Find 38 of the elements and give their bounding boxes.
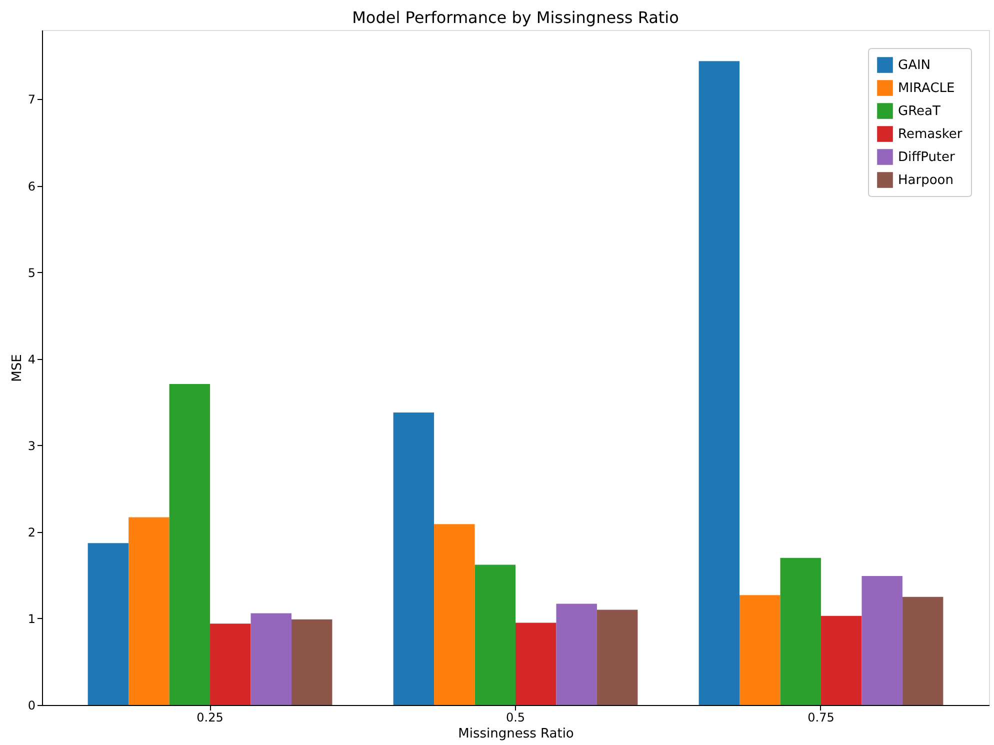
bar: [902, 596, 944, 705]
y-axis-title: MSE: [10, 354, 25, 382]
bar: [780, 558, 821, 705]
y-tick-label: 2: [28, 525, 36, 540]
bar: [596, 610, 638, 705]
x-tick-label: 0.75: [808, 710, 834, 724]
legend-label: Remasker: [898, 127, 963, 142]
y-tick-label: 1: [28, 612, 36, 626]
bar: [169, 384, 210, 705]
bar: [740, 595, 780, 705]
bar: [128, 517, 170, 705]
x-tick-label: 0.5: [506, 710, 526, 724]
bar: [210, 624, 251, 705]
bar: [820, 616, 862, 705]
x-axis-title: Missingness Ratio: [458, 726, 574, 742]
legend-label: GReaT: [898, 104, 940, 119]
bar: [250, 613, 292, 705]
y-tick-label: 5: [28, 266, 36, 280]
bar: [474, 564, 516, 705]
y-tick-label: 7: [28, 92, 36, 107]
x-tick-label: 0.25: [196, 710, 224, 724]
y-tick-label: 4: [28, 352, 36, 366]
bar: [698, 61, 740, 705]
legend-label: DiffPuter: [898, 150, 956, 165]
legend-label: GAIN: [898, 58, 931, 73]
bar: [291, 619, 332, 705]
bar: [862, 576, 902, 705]
bar: [556, 604, 597, 705]
bar: [88, 543, 129, 705]
bar: [516, 622, 556, 705]
y-tick-label: 0: [28, 698, 36, 712]
legend-label: MIRACLE: [898, 81, 955, 96]
bar: [434, 524, 475, 705]
y-tick-label: 3: [28, 438, 36, 453]
chart-title: Model Performance by Missingness Ratio: [352, 8, 679, 27]
y-tick-label: 6: [28, 179, 36, 194]
legend-label: Harpoon: [898, 173, 954, 188]
bar: [393, 412, 434, 705]
